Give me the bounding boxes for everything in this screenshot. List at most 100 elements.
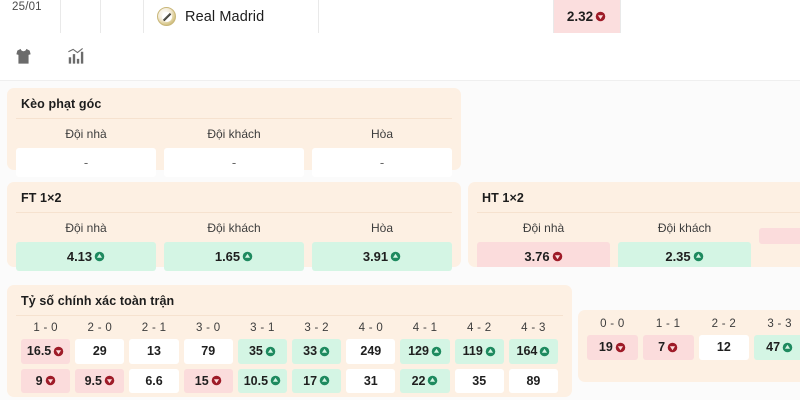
score-value: 35 [472,373,487,388]
score-cell-top[interactable]: 16.5 [21,339,71,364]
team-name: Real Madrid [185,8,265,25]
score-header: 4 - 0 [358,322,384,334]
odds-column: Đội khách - [164,119,304,177]
odds-value: - [379,155,385,170]
score-header: 4 - 2 [466,322,492,334]
column-header: Hòa [370,127,393,141]
score-cell-bottom[interactable]: 35 [454,368,504,393]
score-cell-top[interactable]: 29 [75,339,125,364]
score-column: 4 - 1 129 22 [400,316,450,398]
view-toolbar [0,33,800,81]
score-column: 1 - 1 7 [642,310,694,360]
odds-value: 2.35 [665,249,691,264]
score-cell-top[interactable]: 119 [454,339,504,364]
score-column: 2 - 2 12 [698,310,750,360]
score-value: 89 [526,373,541,388]
score-header: 0 - 0 [600,318,625,330]
odds-cell[interactable]: 3.76 [477,242,610,267]
score-cell-bottom[interactable]: 31 [346,368,396,393]
score-cell-bottom[interactable]: 15 [183,368,233,393]
score-cell-top[interactable]: 35 [237,339,288,364]
odds-cell[interactable] [759,228,800,244]
score-cell-bottom[interactable]: 22 [400,368,450,393]
score-value: 35 [248,344,263,358]
ht-1x2-panel: HT 1×2 Đội nhà 3.76 Đội khách 2.35 [468,182,800,267]
score-value: 12 [716,340,731,354]
trend-down-icon [667,342,678,353]
score-header: 1 - 1 [655,318,681,330]
score-cell-top[interactable]: 13 [129,339,179,364]
odds-value: - [231,155,237,170]
odds-column: Đội nhà 4.13 [16,213,156,271]
jersey-icon[interactable] [8,42,38,72]
score-cell[interactable]: 12 [698,335,750,360]
match-date-cell: 25/01 [0,0,60,33]
odds-cell[interactable]: 4.13 [16,242,156,271]
odds-column: Đội nhà 3.76 [477,213,610,267]
score-cell-top[interactable]: 129 [400,339,450,364]
trend-down-icon [615,342,626,353]
match-row[interactable]: 25/01 Real Madrid 2.32 [0,0,800,33]
column-header: Đội nhà [65,127,107,141]
bar-chart-icon[interactable] [60,42,90,72]
odds-cell[interactable]: 3.91 [312,242,452,271]
odds-value: 3.91 [362,249,389,264]
score-column: 4 - 2 119 35 [454,316,504,398]
score-cell-bottom[interactable]: 9.5 [75,368,125,393]
score-column: 3 - 0 79 15 [183,316,233,398]
divider [16,118,452,119]
column-header: Hòa [370,221,393,235]
score-cell-top[interactable]: 79 [183,339,233,364]
odds-value: 3.76 [524,249,550,264]
score-cell-bottom[interactable]: 17 [292,368,342,393]
score-cell[interactable]: 47 [754,335,800,360]
score-cell-top[interactable]: 33 [292,339,342,364]
trend-down-icon [552,251,562,262]
corner-panel-title: Kèo phạt góc [21,97,102,111]
corner-columns: Đội nhà - Đội khách - Hòa - [7,119,461,177]
trend-down-icon [45,375,55,386]
odds-value: 1.65 [214,249,241,264]
score-header: 1 - 0 [33,322,58,334]
score-header: 2 - 2 [711,318,737,330]
match-col-a [60,0,100,33]
score-cell-bottom[interactable]: 89 [508,368,559,393]
score-cell-bottom[interactable]: 10.5 [237,368,288,393]
score-cell-bottom[interactable]: 6.6 [129,368,179,393]
score-value: 16.5 [26,344,52,358]
score-value: 17 [303,373,318,388]
trend-down-icon [53,346,64,357]
odds-cell[interactable]: - [312,148,452,177]
odds-chip[interactable]: 2.32 [553,0,620,33]
real-madrid-crest-icon [157,7,176,26]
ft-columns: Đội nhà 4.13 Đội khách 1.65 Hò [7,213,461,271]
odds-cell[interactable]: 1.65 [164,242,304,271]
odds-cell[interactable]: - [164,148,304,177]
score-cell[interactable]: 19 [587,335,638,360]
score-cell-bottom[interactable]: 9 [21,368,71,393]
odds-value: 4.13 [66,249,93,264]
score-value: 7 [658,340,666,354]
odds-cell[interactable]: 2.35 [618,242,751,267]
score-value: 19 [598,340,613,354]
ht-columns: Đội nhà 3.76 Đội khách 2.35 [468,213,800,267]
score-value: 22 [411,373,426,388]
score-cell-top[interactable]: 249 [346,339,396,364]
trend-down-icon [595,11,606,22]
match-date: 25/01 [12,0,42,13]
score-cell[interactable]: 7 [642,335,694,360]
match-odds-cell[interactable]: 2.32 [553,0,620,33]
score-value: 29 [92,344,107,358]
score-value: 164 [516,344,538,358]
odds-column-clipped [759,213,800,267]
ht-panel-title: HT 1×2 [482,191,524,205]
match-team-cell[interactable]: Real Madrid [143,0,318,33]
score-value: 47 [766,340,781,354]
score-panel-title: Tỷ số chính xác toàn trận [21,294,175,308]
score-header: 4 - 3 [521,322,546,334]
score-column: 3 - 3 47 [754,310,800,360]
odds-cell[interactable]: - [16,148,156,177]
odds-column: Đội khách 1.65 [164,213,304,271]
score-cell-top[interactable]: 164 [508,339,559,364]
